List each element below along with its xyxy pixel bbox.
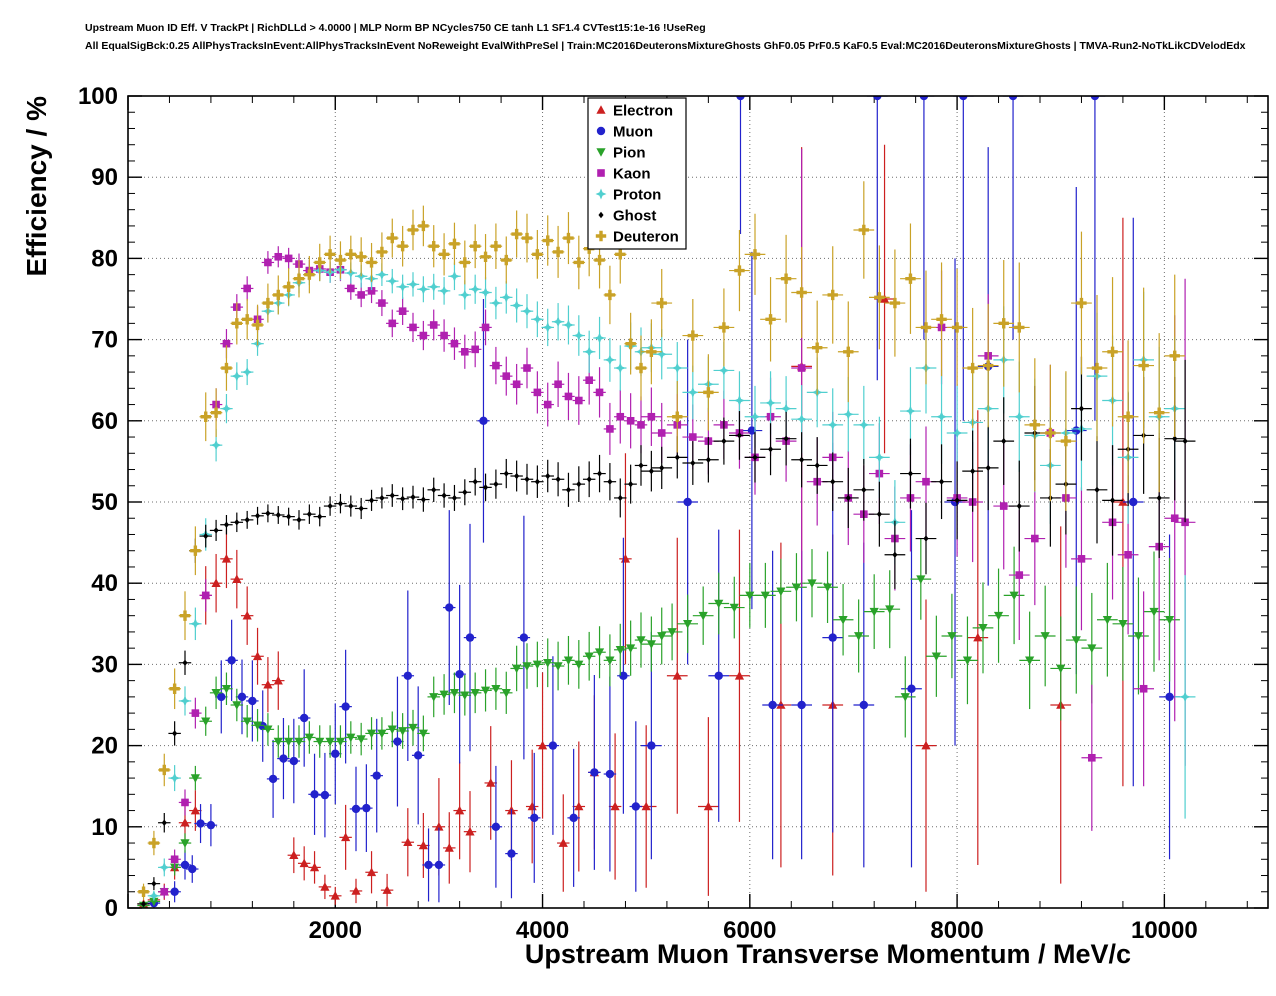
svg-text:70: 70	[91, 327, 118, 354]
svg-text:Upstream Muon Transverse Momen: Upstream Muon Transverse Momentum / MeV/…	[525, 939, 1131, 969]
svg-text:Pion: Pion	[613, 145, 646, 162]
svg-text:Efficiency / %: Efficiency / %	[21, 96, 52, 277]
legend: Electron Muon Pion Kaon Proton Ghost Deuteron	[587, 97, 687, 250]
svg-text:6000: 6000	[723, 917, 776, 944]
legend-entry-kaon: Kaon	[597, 166, 651, 183]
legend-entry-deuteron: Deuteron	[595, 229, 679, 246]
legend-entry-pion: Pion	[596, 145, 646, 162]
series-proton	[147, 259, 1196, 902]
svg-text:60: 60	[91, 408, 118, 435]
tick-labels: 2000 4000 6000 8000 10000 0 10 20 30 40 50 60 70 80 90…	[78, 83, 1198, 944]
svg-text:100: 100	[78, 83, 118, 110]
svg-text:4000: 4000	[516, 917, 569, 944]
plot-frame	[127, 95, 1269, 909]
svg-text:20: 20	[91, 733, 118, 760]
series-deuteron	[137, 181, 1186, 900]
x-axis-title: Upstream Muon Transverse Momentum / MeV/…	[525, 939, 1131, 969]
plot-header-line1: Upstream Muon ID Eff. V TrackPt | RichDL…	[85, 22, 706, 34]
svg-text:Kaon: Kaon	[613, 166, 651, 183]
series-pion	[137, 538, 1180, 908]
svg-text:2000: 2000	[309, 917, 362, 944]
legend-entry-proton: Proton	[595, 187, 661, 204]
svg-text:Ghost: Ghost	[613, 208, 656, 225]
legend-entry-muon: Muon	[596, 124, 653, 141]
svg-text:10: 10	[91, 814, 118, 841]
legend-entry-ghost: Ghost	[598, 208, 656, 225]
svg-text:Muon: Muon	[613, 124, 653, 141]
y-axis-title: Efficiency / %	[21, 96, 52, 277]
svg-text:Electron: Electron	[613, 103, 673, 120]
svg-text:40: 40	[91, 570, 118, 597]
svg-text:8000: 8000	[930, 917, 983, 944]
svg-text:Proton: Proton	[613, 187, 661, 204]
plot-header-line2: All EqualSigBck:0.25 AllPhysTracksInEven…	[85, 40, 1246, 52]
svg-text:30: 30	[91, 651, 118, 678]
svg-text:80: 80	[91, 245, 118, 272]
svg-text:50: 50	[91, 489, 118, 516]
svg-text:10000: 10000	[1131, 917, 1198, 944]
legend-entry-electron: Electron	[596, 103, 673, 120]
svg-text:0: 0	[105, 895, 118, 922]
svg-text:Deuteron: Deuteron	[613, 229, 679, 246]
svg-text:90: 90	[91, 164, 118, 191]
